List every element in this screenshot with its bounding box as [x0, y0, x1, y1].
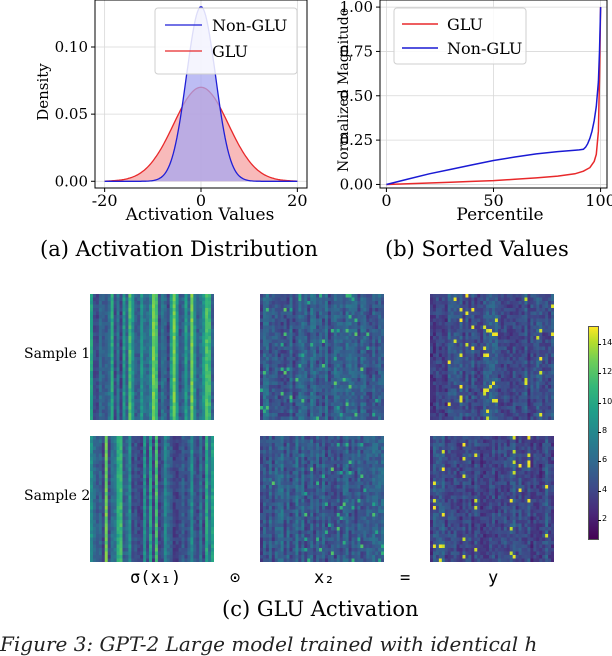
heatmap-y-sample-2	[430, 436, 554, 562]
heatmap-texture	[260, 294, 384, 420]
panel-a-caption: (a) Activation Distribution	[40, 237, 318, 261]
y-tick-label: 0.50	[340, 87, 373, 105]
column-label-x2: x₂	[314, 568, 334, 588]
legend-label-glu: GLU	[447, 15, 483, 34]
colorbar-tick-label: 2	[602, 514, 607, 523]
colorbar-tick	[598, 403, 601, 404]
column-label-sigma-x1: σ(x₁)	[130, 568, 181, 588]
heatmap-y-sample-1	[430, 294, 554, 420]
colorbar-tick-label: 14	[602, 338, 612, 347]
colorbar-tick	[598, 491, 601, 492]
heatmap-texture	[90, 436, 214, 562]
colorbar-tick-label: 8	[602, 426, 607, 435]
hadamard-operator: ⊙	[230, 568, 240, 588]
panel-c-caption: (c) GLU Activation	[222, 597, 419, 621]
heatmap-sigma-x1-sample-1	[90, 294, 214, 420]
figure-caption-partial: Figure 3: GPT-2 Large model trained with…	[0, 632, 537, 656]
colorbar	[588, 326, 599, 540]
legend-label-glu: GLU	[212, 42, 248, 61]
column-label-y: y	[488, 568, 498, 588]
colorbar-tick	[598, 432, 601, 433]
y-tick-label: 0.00	[55, 172, 88, 190]
legend-label-non-glu: Non-GLU	[212, 16, 287, 35]
equals-operator: =	[400, 568, 410, 588]
legend-label-non-glu: Non-GLU	[447, 39, 522, 58]
colorbar-tick-label: 4	[602, 485, 607, 494]
heatmap-texture	[260, 436, 384, 562]
panel-a-xlabel: Activation Values	[110, 205, 290, 225]
y-tick-label: 0.25	[340, 131, 373, 149]
heatmap-x2-sample-2	[260, 436, 384, 562]
y-tick-label: 0.75	[340, 42, 373, 60]
colorbar-tick-label: 12	[602, 367, 612, 376]
legend: GLU Non-GLU	[394, 8, 526, 64]
colorbar-tick-label: 6	[602, 455, 607, 464]
heatmap-x2-sample-1	[260, 294, 384, 420]
x-tick-label: 100	[585, 191, 612, 210]
row-label-sample-2: Sample 2	[24, 488, 90, 504]
panel-b-xlabel: Percentile	[440, 205, 560, 225]
colorbar-tick-label: 10	[602, 397, 612, 406]
heatmap-texture	[90, 294, 214, 420]
row-label-sample-1: Sample 1	[24, 346, 90, 362]
colorbar-tick	[598, 461, 601, 462]
heatmap-texture	[430, 436, 554, 562]
y-tick-label: 0.05	[55, 105, 88, 123]
heatmap-texture	[430, 294, 554, 420]
colorbar-tick	[598, 344, 601, 345]
colorbar-tick	[598, 520, 601, 521]
y-tick-label: 0.00	[340, 175, 373, 193]
heatmap-sigma-x1-sample-2	[90, 436, 214, 562]
y-tick-label: 1.00	[340, 0, 373, 16]
x-tick-label: 20	[287, 191, 307, 210]
panel-b-caption: (b) Sorted Values	[385, 237, 569, 261]
legend: Non-GLU GLU	[155, 8, 297, 74]
x-tick-label: 0	[381, 191, 391, 210]
colorbar-tick	[598, 373, 601, 374]
y-tick-label: 0.10	[55, 38, 88, 56]
